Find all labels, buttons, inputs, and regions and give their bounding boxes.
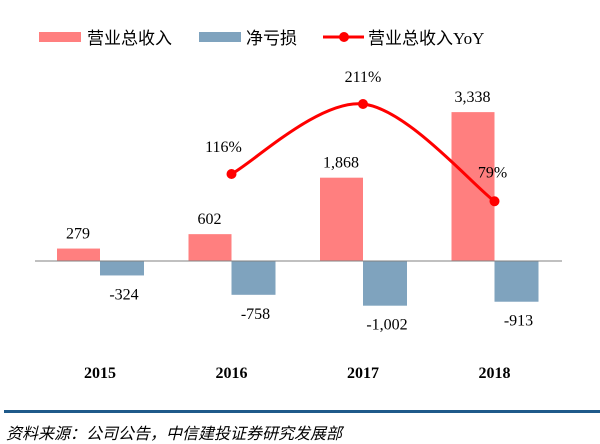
revenue-bar [57,248,100,261]
legend-label-revenue: 营业总收入 [87,29,172,48]
x-ticks: 2015 2016 2017 2018 [84,365,511,382]
revenue-label: 279 [66,226,90,243]
data-labels: 279 -324 602 -758 1,868 -1,002 3,338 -913 116% 21… [66,69,533,334]
revenue-bar [188,234,232,261]
yoy-line [226,98,500,207]
revenue-bar [451,112,495,261]
revenue-label: 602 [198,211,222,228]
x-tick-label: 2016 [216,365,248,382]
legend: 营业总收入 净亏损 营业总收入YoY [39,29,484,48]
x-tick-label: 2015 [84,365,116,382]
legend-marker-yoy [339,32,349,42]
yoy-point [358,98,368,109]
revenue-bar [320,177,363,261]
net-loss-bar [100,261,144,276]
legend-swatch-net-loss [199,32,241,42]
yoy-label: 211% [345,69,382,86]
separator-line [4,410,600,413]
x-tick-label: 2018 [479,365,511,382]
bars [57,112,539,306]
source-note: 资料来源：公司公告，中信建投证券研究发展部 [6,424,343,443]
net-loss-label: -758 [241,306,270,323]
net-loss-bar [231,261,276,295]
revenue-label: 3,338 [455,89,491,106]
x-tick-label: 2017 [347,365,379,382]
yoy-point [226,169,237,179]
net-loss-bar [363,261,407,306]
yoy-label: 79% [478,164,507,181]
net-loss-bar [494,261,539,302]
legend-label-net-loss: 净亏损 [246,29,297,48]
revenue-label: 1,868 [323,155,359,172]
legend-label-yoy: 营业总收入YoY [368,29,484,48]
yoy-label: 116% [205,139,242,156]
legend-swatch-revenue [39,32,81,42]
yoy-point [489,196,500,207]
net-loss-label: -913 [504,313,533,330]
net-loss-label: -1,002 [366,317,407,334]
net-loss-label: -324 [109,286,138,303]
